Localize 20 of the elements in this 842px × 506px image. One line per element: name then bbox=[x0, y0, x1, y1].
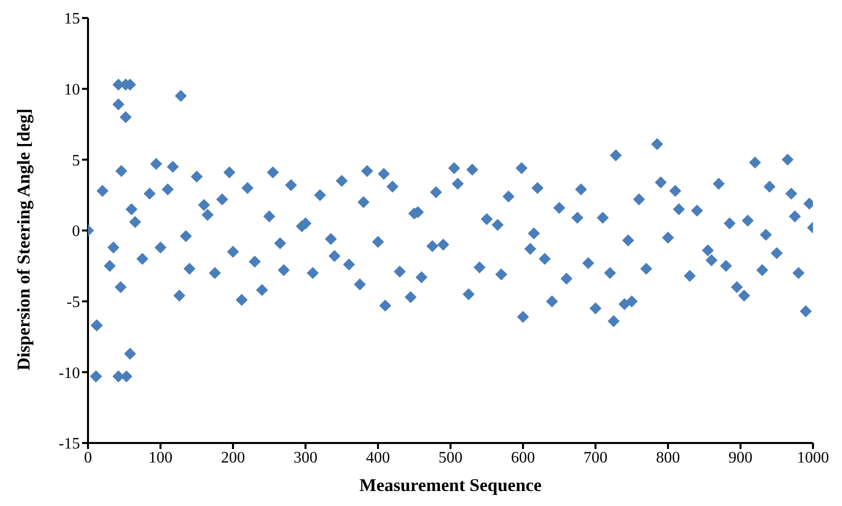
x-tick-label: 200 bbox=[221, 449, 245, 466]
y-tick-label: 5 bbox=[72, 152, 80, 170]
x-tick-label: 500 bbox=[438, 449, 462, 466]
y-tick-label: 10 bbox=[64, 82, 80, 99]
x-tick-label: 100 bbox=[148, 449, 172, 466]
x-tick-label: 800 bbox=[656, 449, 680, 466]
y-tick-label: -5 bbox=[66, 294, 80, 312]
x-tick-label: 700 bbox=[584, 449, 608, 466]
y-axis-title: Dispersion of Steering Angle [deg] bbox=[13, 108, 34, 370]
y-tick-label: -10 bbox=[58, 364, 80, 382]
x-tick-label: 1000 bbox=[797, 449, 829, 466]
y-tick-label: -15 bbox=[58, 436, 80, 453]
x-tick-label: 300 bbox=[294, 449, 318, 466]
x-tick-label: 900 bbox=[728, 449, 752, 466]
y-tick-label: 15 bbox=[64, 10, 80, 28]
x-axis-title: Measurement Sequence bbox=[359, 475, 542, 495]
x-tick-label: 600 bbox=[511, 449, 535, 466]
y-tick-label: 0 bbox=[72, 223, 80, 240]
x-tick-label: 0 bbox=[84, 449, 92, 466]
x-tick-label: 400 bbox=[366, 449, 390, 466]
